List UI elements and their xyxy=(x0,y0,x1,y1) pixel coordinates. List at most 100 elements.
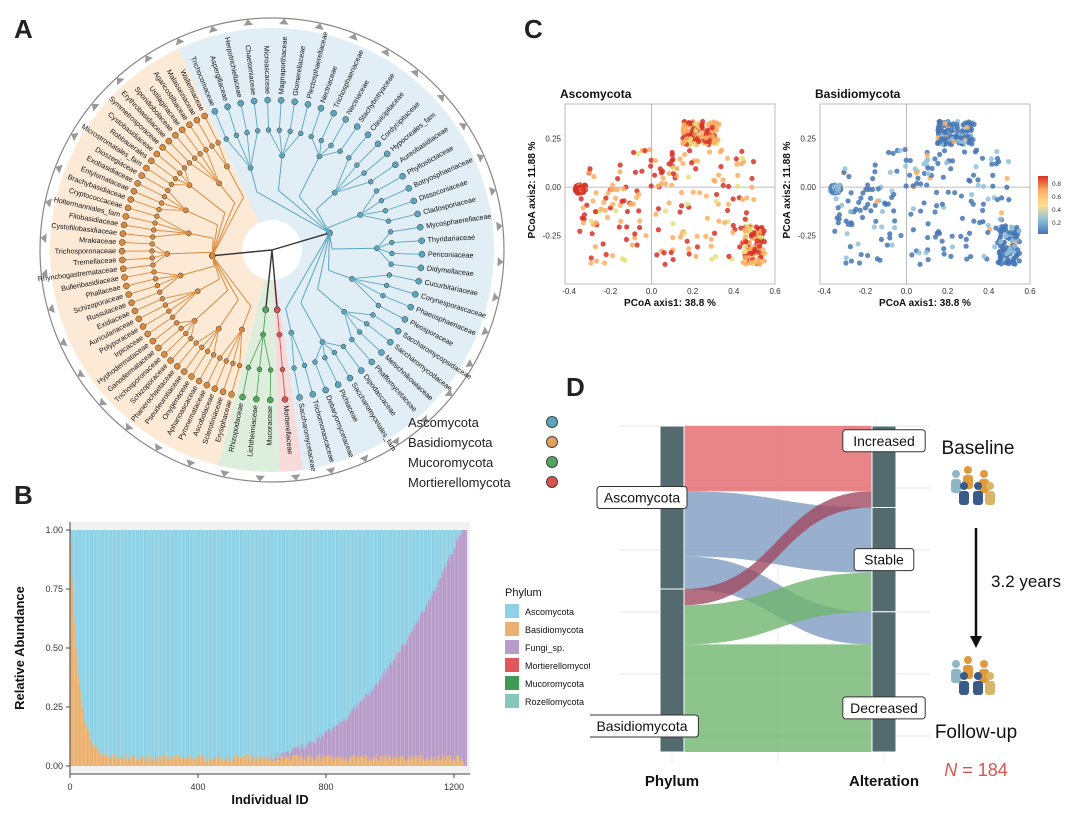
bar-segment-basidiomycota xyxy=(322,758,324,766)
bar-segment-basidiomycota xyxy=(144,760,146,766)
person-body-icon xyxy=(985,491,995,505)
bar-segment-ascomycota xyxy=(233,530,235,755)
bar-segment-basidiomycota xyxy=(425,758,427,766)
pcoa-point xyxy=(979,207,986,214)
node-label-ascomycota-box xyxy=(596,486,688,509)
tree-branch xyxy=(214,360,227,389)
bar-segment-basidiomycota xyxy=(127,756,129,766)
bar-segment-fungisp xyxy=(464,530,466,765)
pcoa-point xyxy=(742,216,748,222)
bar-segment-ascomycota xyxy=(312,530,314,742)
bar-segment-basidiomycota xyxy=(155,756,157,766)
bar-segment-fungisp xyxy=(301,744,303,755)
tree-root-branch xyxy=(271,249,278,310)
bar-segment-ascomycota xyxy=(161,530,163,762)
bar-segment-ascomycota xyxy=(317,530,319,740)
tree-leaf xyxy=(193,116,201,124)
bar-segment-fungisp xyxy=(359,701,361,757)
bar-segment-fungisp xyxy=(358,703,360,758)
bar-segment-ascomycota xyxy=(229,530,231,760)
bar-segment-fungisp xyxy=(359,705,361,760)
pcoa-point xyxy=(958,135,964,141)
bar-segment-ascomycota xyxy=(373,530,375,688)
bar-segment-ascomycota xyxy=(83,530,85,713)
ring-tick xyxy=(359,454,369,462)
bar-segment-ascomycota xyxy=(335,530,337,726)
pcoa-point xyxy=(714,120,720,126)
pcoa-point xyxy=(747,260,754,266)
bar-segment-basidiomycota xyxy=(388,755,390,766)
bar-segment-fungisp xyxy=(438,576,440,755)
bar-segment-ascomycota xyxy=(163,530,165,755)
bar-segment-basidiomycota xyxy=(420,754,422,766)
y-axis-title: PCoA axis2: 11.88 % xyxy=(527,141,538,238)
bar-segment-basidiomycota xyxy=(304,757,306,766)
tree-branch xyxy=(388,213,418,222)
bar-segment-ascomycota xyxy=(394,530,396,658)
bar-segment-fungisp xyxy=(303,748,305,761)
bar-segment-ascomycota xyxy=(162,530,164,756)
tree-branch xyxy=(314,341,323,363)
bar-segment-ascomycota xyxy=(139,530,141,756)
tree-leaf xyxy=(118,239,126,246)
bar-segment-ascomycota xyxy=(281,530,283,752)
bar-segment-basidiomycota xyxy=(228,758,230,766)
bar-segment-ascomycota xyxy=(432,530,434,591)
bar-segment-basidiomycota xyxy=(436,760,438,766)
bar-segment-ascomycota xyxy=(341,530,343,724)
bar-segment-fungisp xyxy=(434,589,436,759)
bar-segment-fungisp xyxy=(448,561,450,762)
bar-segment-ascomycota xyxy=(239,530,241,759)
tree-leaf xyxy=(195,377,203,385)
bar-segment-basidiomycota xyxy=(339,759,341,766)
bar-segment-fungisp xyxy=(417,619,419,757)
bar-segment-basidiomycota xyxy=(224,760,226,766)
bar-segment-basidiomycota xyxy=(156,756,158,766)
bar-segment-ascomycota xyxy=(219,530,221,761)
bar-segment-ascomycota xyxy=(71,530,73,563)
bar-texture xyxy=(384,530,386,766)
bar-segment-basidiomycota xyxy=(261,757,263,766)
bar-segment-basidiomycota xyxy=(321,759,323,766)
bar-segment-basidiomycota xyxy=(195,756,197,766)
bar-segment-basidiomycota xyxy=(253,754,255,766)
bar-segment-ascomycota xyxy=(127,530,129,757)
tree-branch xyxy=(285,308,292,333)
bar-segment-basidiomycota xyxy=(382,754,384,766)
bar-segment-ascomycota xyxy=(155,530,157,757)
bar-segment-basidiomycota xyxy=(320,761,322,766)
pcoa-point xyxy=(977,219,983,226)
bar-segment-basidiomycota xyxy=(361,756,363,766)
tree-branch xyxy=(255,369,260,400)
bar-segment-basidiomycota xyxy=(324,755,326,766)
bar-segment-ascomycota xyxy=(457,530,459,536)
bar-segment-fungisp xyxy=(299,744,301,755)
bar-segment-ascomycota xyxy=(153,530,155,760)
bar-segment-ascomycota xyxy=(116,530,118,758)
bar-segment-basidiomycota xyxy=(232,759,234,766)
pcoa-point xyxy=(724,155,731,161)
bar-segment-fungisp xyxy=(347,716,349,760)
bar-segment-ascomycota xyxy=(238,530,240,759)
bar-segment-basidiomycota xyxy=(204,761,206,766)
bar-segment-ascomycota xyxy=(426,530,428,605)
bar-segment-ascomycota xyxy=(240,530,242,758)
ring-tick xyxy=(492,292,499,302)
pcoa-point xyxy=(685,174,691,180)
ring-tick xyxy=(71,132,79,142)
bar-segment-ascomycota xyxy=(269,530,271,754)
bar-segment-ascomycota xyxy=(317,530,319,738)
pcoa-point xyxy=(685,128,691,134)
bar-segment-ascomycota xyxy=(423,530,425,612)
bar-segment-basidiomycota xyxy=(88,732,90,766)
bar-segment-fungisp xyxy=(333,725,335,756)
tree-root-branch xyxy=(265,249,273,310)
bar-segment-basidiomycota xyxy=(136,760,138,766)
bar-segment-basidiomycota xyxy=(185,760,187,766)
tree-node xyxy=(356,329,363,335)
bar-segment-fungisp xyxy=(454,547,456,760)
bar-segment-basidiomycota xyxy=(210,759,212,766)
bar-texture xyxy=(338,530,340,766)
bar-segment-fungisp xyxy=(352,710,354,757)
bar-segment-ascomycota xyxy=(87,530,89,731)
